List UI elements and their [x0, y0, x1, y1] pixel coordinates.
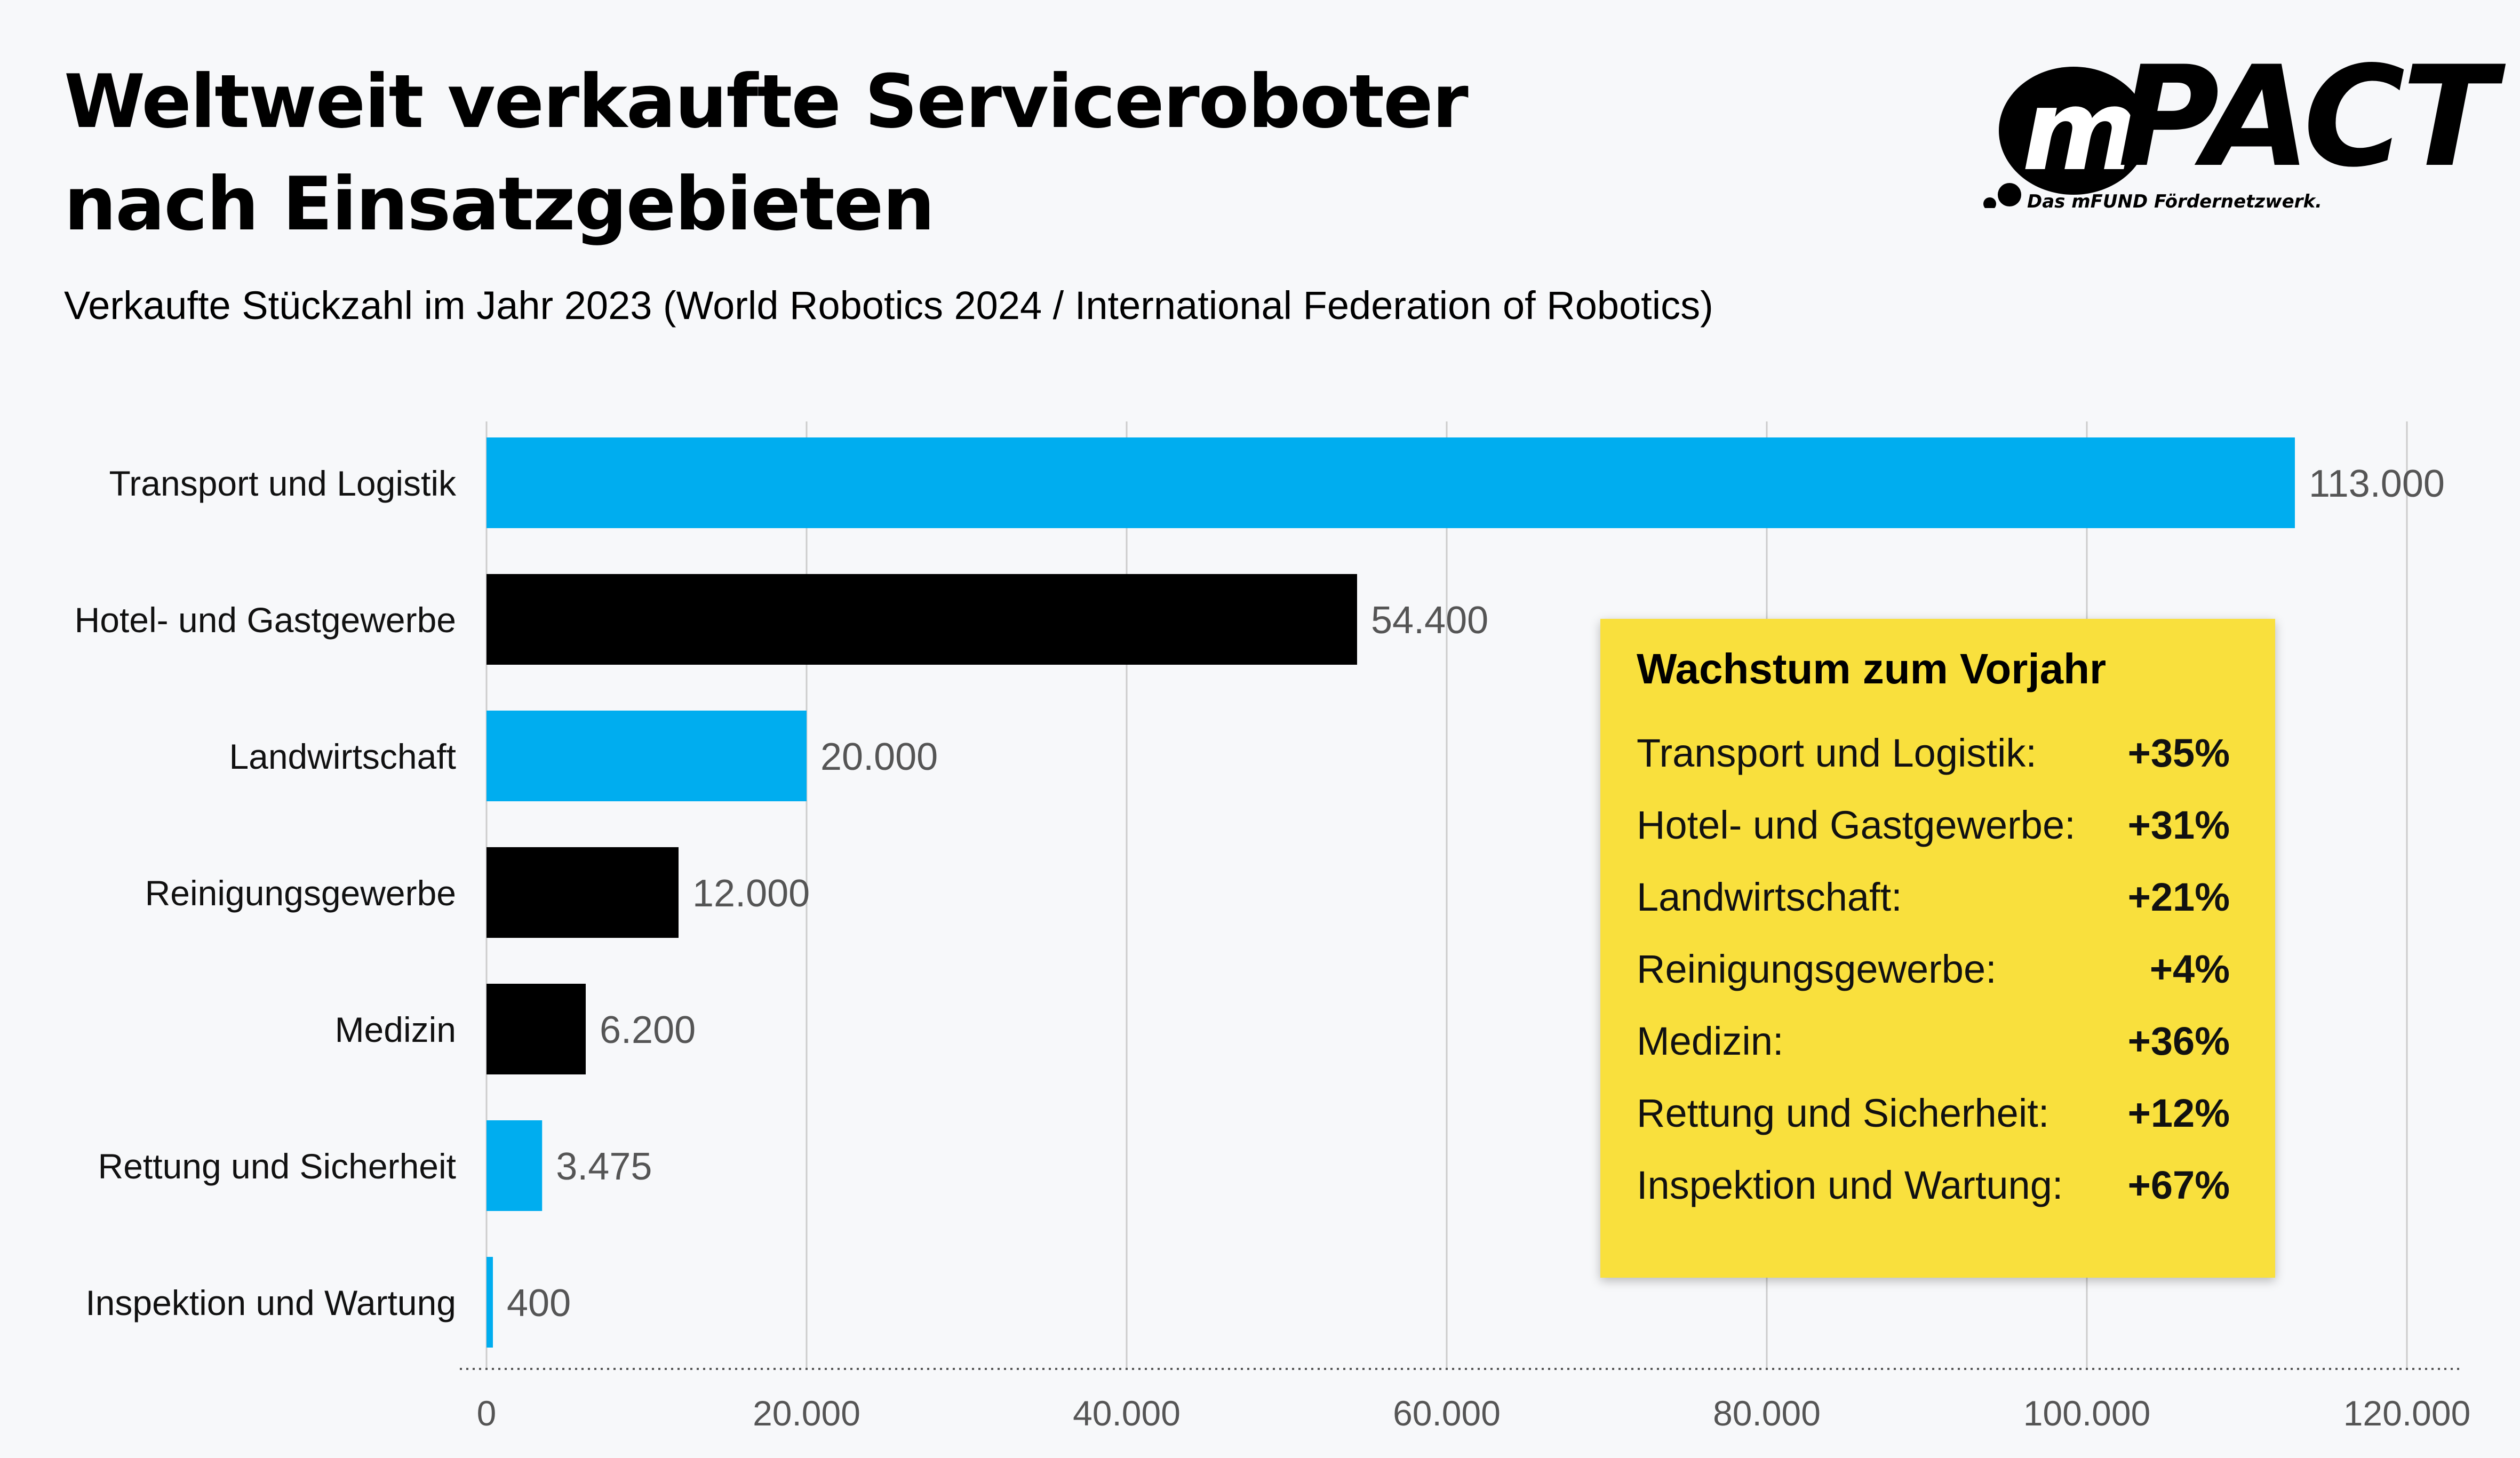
x-tick-label: 0: [477, 1393, 497, 1433]
value-label: 12.000: [692, 872, 810, 915]
growth-row-label: Inspektion und Wartung:: [1637, 1163, 2063, 1207]
growth-row-value: +12%: [2127, 1091, 2230, 1135]
growth-row-label: Transport und Logistik:: [1637, 731, 2037, 775]
bar: [487, 1120, 543, 1211]
x-tick-label: 20.000: [753, 1393, 860, 1433]
x-tick-label: 120.000: [2343, 1393, 2471, 1433]
chart-subtitle: Verkaufte Stückzahl im Jahr 2023 (World …: [64, 283, 1713, 328]
mpact-logo: m PACT Das mFUND Fördernetzwerk.: [1963, 43, 2497, 224]
growth-row-label: Rettung und Sicherheit:: [1637, 1091, 2050, 1135]
growth-row-label: Medizin:: [1637, 1019, 1784, 1063]
thought-bubble-icon: [1983, 67, 2140, 208]
bar: [487, 1257, 493, 1348]
growth-row-label: Reinigungsgewerbe:: [1637, 947, 1997, 991]
growth-row: Reinigungsgewerbe: +4%: [1637, 933, 2230, 1005]
growth-row-value: +36%: [2127, 1019, 2230, 1063]
growth-row: Rettung und Sicherheit: +12%: [1637, 1077, 2230, 1149]
growth-box-title: Wachstum zum Vorjahr: [1637, 645, 2107, 692]
chart-title: Weltweit verkaufte Serviceroboter nach E…: [64, 51, 1469, 256]
logo-m: m: [2022, 65, 2139, 196]
value-label: 54.400: [1371, 599, 1488, 642]
growth-row: Inspektion und Wartung: +67%: [1637, 1149, 2230, 1221]
value-label: 20.000: [820, 736, 938, 778]
category-label: Rettung und Sicherheit: [98, 1146, 456, 1186]
value-label: 3.475: [556, 1145, 652, 1188]
bar: [487, 984, 586, 1074]
value-label: 400: [507, 1282, 571, 1325]
category-label: Reinigungsgewerbe: [145, 873, 456, 913]
value-label: 6.200: [600, 1009, 696, 1051]
growth-row: Hotel- und Gastgewerbe: +31%: [1637, 789, 2230, 861]
category-label: Medizin: [335, 1010, 456, 1049]
category-label: Transport und Logistik: [109, 464, 457, 503]
title-line-2: nach Einsatzgebieten: [64, 161, 935, 247]
x-tick-label: 40.000: [1073, 1393, 1181, 1433]
category-label: Inspektion und Wartung: [85, 1283, 456, 1322]
category-label: Landwirtschaft: [229, 737, 456, 776]
growth-row-value: +4%: [2149, 947, 2230, 991]
growth-row-label: Landwirtschaft:: [1637, 875, 1902, 919]
x-tick-label: 80.000: [1713, 1393, 1821, 1433]
title-line-1: Weltweit verkaufte Serviceroboter: [64, 59, 1469, 145]
x-tick-label: 60.000: [1393, 1393, 1501, 1433]
growth-box: Wachstum zum Vorjahr Transport und Logis…: [1600, 619, 2275, 1278]
value-label: 113.000: [2309, 463, 2445, 505]
bar: [487, 847, 679, 938]
growth-row: Transport und Logistik: +35%: [1637, 717, 2230, 789]
category-label: Hotel- und Gastgewerbe: [75, 600, 456, 640]
growth-row-value: +21%: [2127, 875, 2230, 919]
growth-row-label: Hotel- und Gastgewerbe:: [1637, 803, 2076, 847]
bar: [487, 437, 2295, 528]
growth-row-value: +35%: [2127, 731, 2230, 775]
x-tick-label: 100.000: [2023, 1393, 2151, 1433]
growth-row: Medizin: +36%: [1637, 1005, 2230, 1077]
logo-tagline: Das mFUND Fördernetzwerk.: [2027, 191, 2322, 212]
logo-pact: PACT: [2118, 37, 2497, 198]
growth-row-value: +31%: [2127, 803, 2230, 847]
bar: [487, 711, 807, 801]
growth-row: Landwirtschaft: +21%: [1637, 861, 2230, 933]
growth-row-value: +67%: [2127, 1163, 2230, 1207]
bar: [487, 574, 1357, 665]
